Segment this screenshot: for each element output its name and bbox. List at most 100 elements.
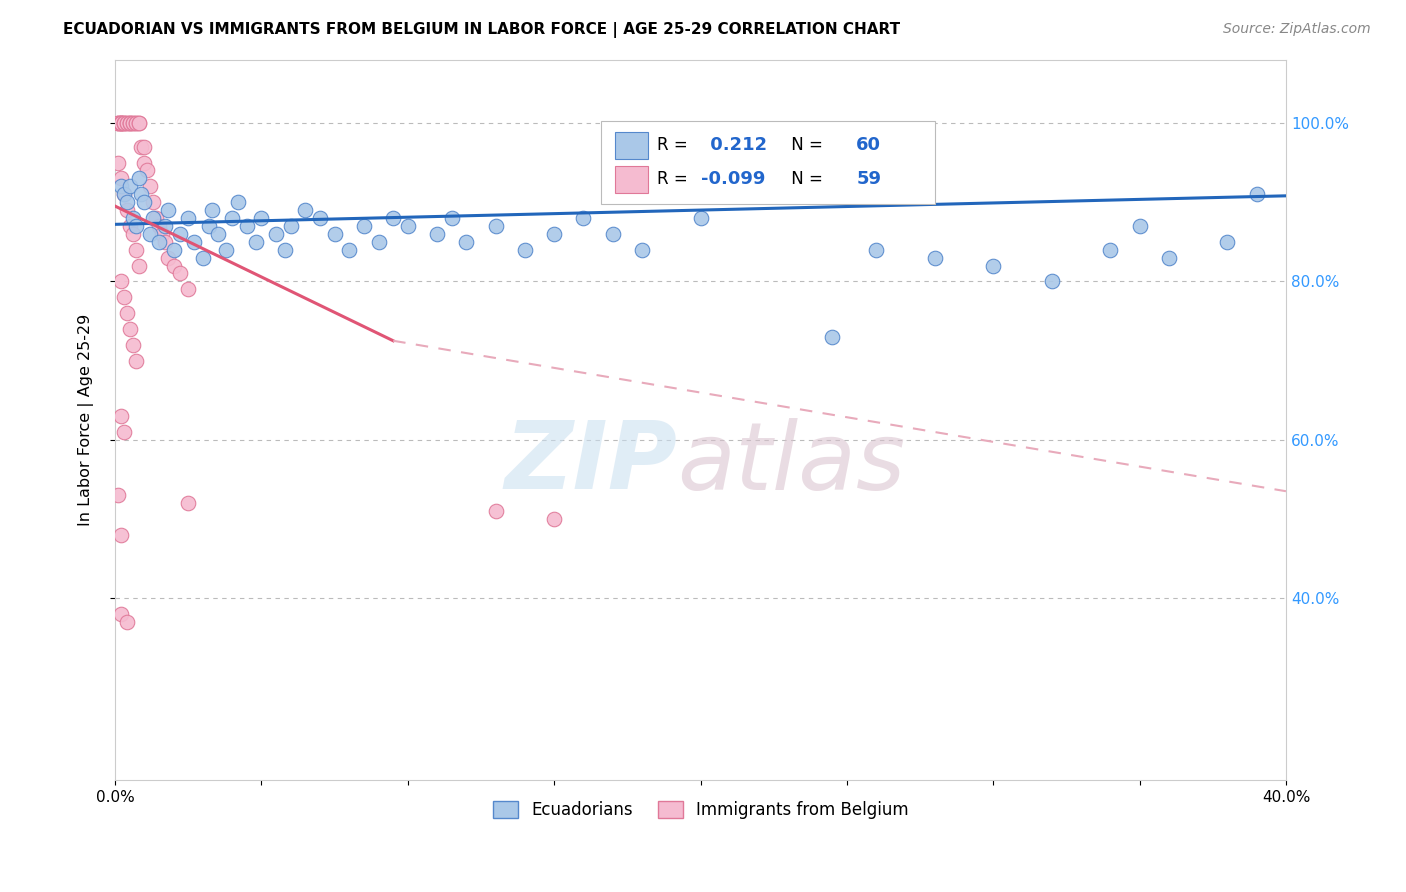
Point bbox=[110, 274, 132, 288]
Point bbox=[110, 116, 132, 130]
Point bbox=[1099, 243, 1122, 257]
Point bbox=[121, 211, 143, 225]
Point bbox=[1129, 219, 1152, 233]
Point bbox=[981, 259, 1004, 273]
Point bbox=[110, 116, 132, 130]
Point bbox=[110, 409, 132, 423]
Point bbox=[121, 116, 143, 130]
Point bbox=[485, 504, 508, 518]
Point bbox=[163, 259, 186, 273]
Point bbox=[602, 227, 624, 241]
Point bbox=[748, 147, 770, 161]
Point bbox=[128, 171, 150, 186]
Point bbox=[121, 116, 143, 130]
Point bbox=[367, 235, 389, 249]
Point bbox=[134, 195, 156, 210]
Point bbox=[112, 116, 135, 130]
Point bbox=[236, 219, 259, 233]
FancyBboxPatch shape bbox=[614, 132, 648, 159]
Y-axis label: In Labor Force | Age 25-29: In Labor Force | Age 25-29 bbox=[79, 314, 94, 526]
Point bbox=[485, 219, 508, 233]
Point bbox=[118, 116, 141, 130]
Point bbox=[177, 211, 200, 225]
Point bbox=[121, 337, 143, 351]
Point bbox=[1040, 274, 1063, 288]
Point bbox=[107, 155, 129, 169]
Point bbox=[112, 290, 135, 304]
Point bbox=[118, 179, 141, 194]
Point bbox=[323, 227, 346, 241]
Point bbox=[112, 187, 135, 202]
Point bbox=[1246, 187, 1268, 202]
Point bbox=[631, 243, 654, 257]
Point bbox=[110, 116, 132, 130]
Point bbox=[250, 211, 273, 225]
Point bbox=[110, 528, 132, 542]
Point bbox=[1157, 251, 1180, 265]
Point bbox=[821, 330, 844, 344]
Point bbox=[118, 116, 141, 130]
FancyBboxPatch shape bbox=[614, 166, 648, 193]
Point bbox=[183, 235, 205, 249]
Point bbox=[110, 171, 132, 186]
Point bbox=[142, 211, 165, 225]
Point bbox=[134, 155, 156, 169]
Point bbox=[124, 116, 146, 130]
Point bbox=[139, 179, 162, 194]
Point bbox=[107, 116, 129, 130]
Point bbox=[543, 227, 565, 241]
Text: ZIP: ZIP bbox=[505, 417, 678, 509]
Point bbox=[142, 195, 165, 210]
Point bbox=[572, 211, 595, 225]
Point bbox=[169, 267, 191, 281]
Point bbox=[153, 235, 176, 249]
FancyBboxPatch shape bbox=[600, 120, 935, 203]
Point bbox=[148, 235, 170, 249]
Point bbox=[115, 615, 138, 629]
Point bbox=[156, 203, 179, 218]
Point bbox=[107, 116, 129, 130]
Point bbox=[110, 116, 132, 130]
Point bbox=[112, 187, 135, 202]
Point bbox=[264, 227, 287, 241]
Point bbox=[215, 243, 238, 257]
Point bbox=[112, 116, 135, 130]
Point bbox=[115, 306, 138, 320]
Point bbox=[131, 187, 153, 202]
Point bbox=[177, 496, 200, 510]
Text: 60: 60 bbox=[856, 136, 882, 154]
Point bbox=[128, 116, 150, 130]
Point bbox=[396, 219, 419, 233]
Point bbox=[124, 243, 146, 257]
Text: atlas: atlas bbox=[678, 417, 905, 508]
Point bbox=[245, 235, 267, 249]
Point bbox=[118, 116, 141, 130]
Text: R =: R = bbox=[657, 136, 693, 154]
Point bbox=[513, 243, 536, 257]
Text: N =: N = bbox=[786, 136, 828, 154]
Point bbox=[337, 243, 360, 257]
Point bbox=[115, 116, 138, 130]
Legend: Ecuadorians, Immigrants from Belgium: Ecuadorians, Immigrants from Belgium bbox=[486, 795, 915, 826]
Point bbox=[148, 219, 170, 233]
Point bbox=[309, 211, 332, 225]
Point bbox=[163, 243, 186, 257]
Point bbox=[207, 227, 229, 241]
Point bbox=[1216, 235, 1239, 249]
Point bbox=[124, 353, 146, 368]
Point bbox=[201, 203, 224, 218]
Text: Source: ZipAtlas.com: Source: ZipAtlas.com bbox=[1223, 22, 1371, 37]
Point bbox=[118, 219, 141, 233]
Point bbox=[110, 179, 132, 194]
Point bbox=[153, 219, 176, 233]
Point bbox=[115, 203, 138, 218]
Point bbox=[110, 607, 132, 621]
Point bbox=[124, 219, 146, 233]
Point bbox=[156, 251, 179, 265]
Text: N =: N = bbox=[786, 170, 828, 188]
Point bbox=[426, 227, 449, 241]
Text: R =: R = bbox=[657, 170, 693, 188]
Point bbox=[136, 163, 159, 178]
Point bbox=[865, 243, 887, 257]
Point bbox=[924, 251, 946, 265]
